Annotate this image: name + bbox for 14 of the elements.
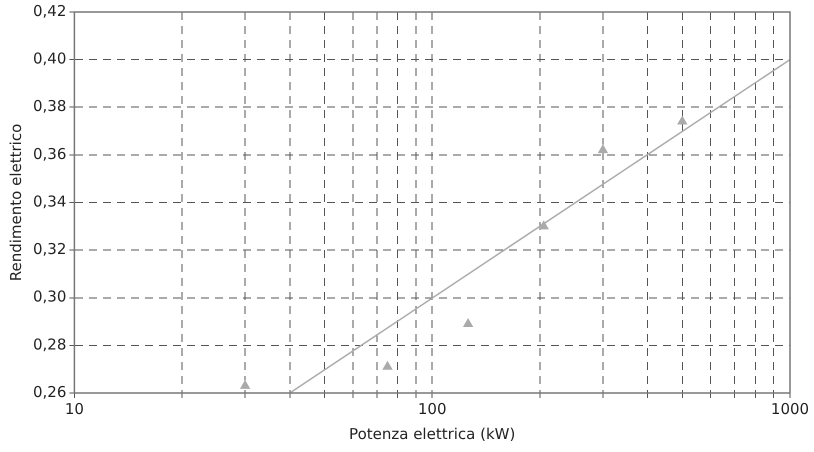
y-tick-label: 0,40 — [32, 50, 66, 68]
y-tick-label: 0,38 — [32, 97, 66, 116]
y-tick-label: 0,26 — [32, 382, 66, 401]
y-tick-label: 0,34 — [32, 192, 66, 210]
y-axis-title: Rendimento elettrico — [6, 124, 25, 282]
y-tick-label: 0,32 — [32, 240, 66, 258]
y-tick-label: 0,28 — [32, 335, 66, 354]
y-tick-label: 0,30 — [32, 288, 66, 306]
x-tick-label: 10 — [64, 400, 84, 418]
x-axis-title: Potenza elettrica (kW) — [349, 424, 516, 443]
y-tick-label: 0,42 — [32, 2, 66, 20]
x-tick-label: 1000 — [770, 400, 810, 418]
y-tick-label: 0,36 — [32, 144, 66, 163]
x-tick-label: 100 — [418, 400, 447, 418]
